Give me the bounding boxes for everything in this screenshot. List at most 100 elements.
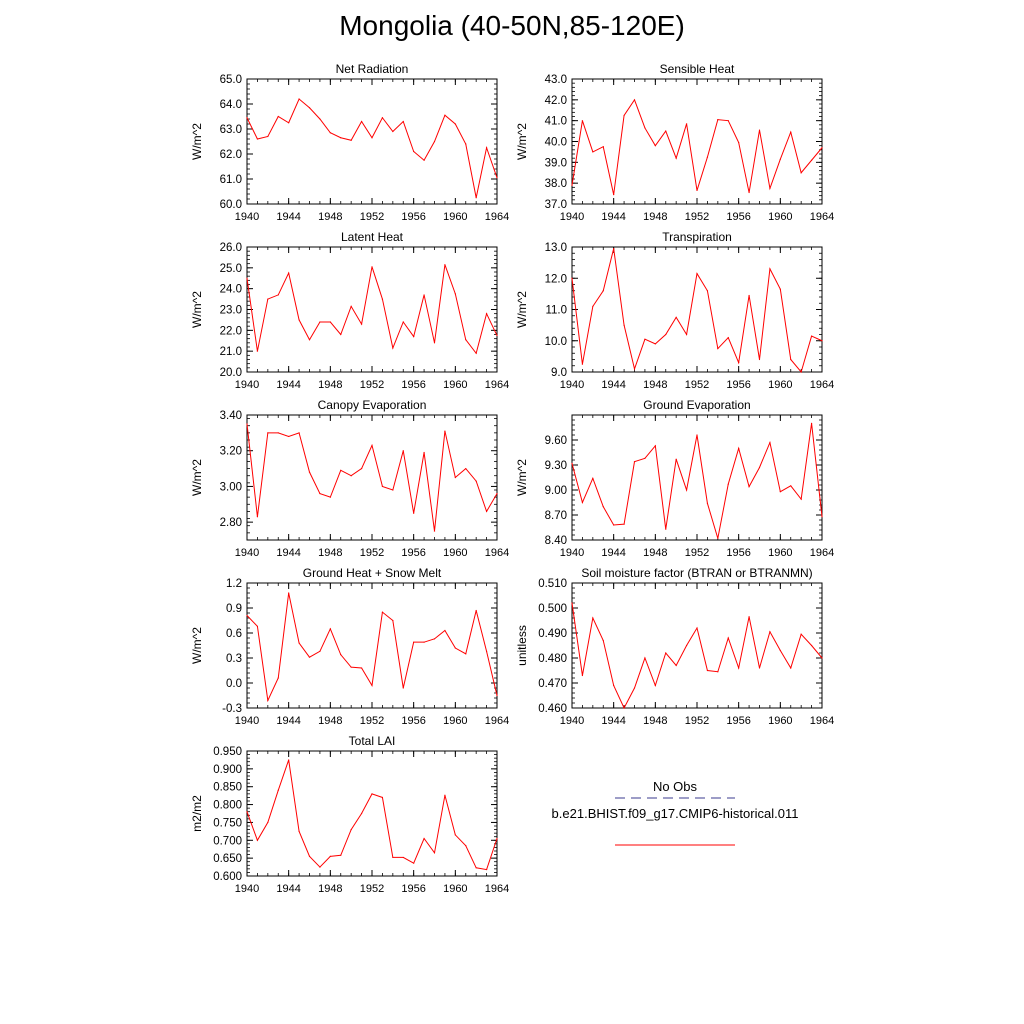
data-point (350, 475, 352, 477)
plot-frame (571, 78, 823, 205)
data-point (319, 321, 321, 323)
y-tick-label: 23.0 (220, 305, 242, 317)
y-tick-label: 3.00 (220, 481, 242, 493)
panel-9: 1940 1944 1948 1952 1956 1960 1964 0.600 0.650 0.… (190, 734, 509, 895)
x-tick-label: 1952 (685, 211, 709, 223)
x-tick-label: 1956 (726, 715, 750, 727)
data-point (623, 523, 625, 525)
data-point (267, 298, 269, 300)
data-point (581, 674, 584, 677)
data-point (623, 114, 625, 117)
data-point (790, 485, 792, 487)
y-tick-label: 0.700 (213, 835, 242, 847)
data-point (277, 677, 279, 679)
data-point (340, 854, 342, 856)
data-point (644, 657, 646, 659)
data-point (360, 812, 363, 815)
data-point (423, 451, 425, 454)
data-point (717, 119, 719, 121)
data-point (696, 434, 698, 436)
x-tick-label: 1944 (276, 883, 300, 895)
x-tick-label: 1956 (401, 715, 425, 727)
y-tick-label: 0.900 (213, 764, 242, 776)
data-point (717, 671, 719, 673)
data-point (696, 627, 698, 629)
x-tick-label: 1964 (810, 547, 834, 559)
y-tick-label: 0.850 (213, 782, 242, 794)
data-point (329, 321, 331, 323)
data-point (675, 664, 677, 667)
data-point (613, 194, 615, 196)
data-point (465, 339, 467, 341)
y-tick-label: 0.950 (213, 746, 242, 758)
data-point (246, 117, 248, 119)
data-point (465, 653, 467, 655)
data-point (485, 147, 488, 149)
data-point (350, 666, 352, 668)
data-point (496, 177, 498, 179)
y-tick-label: 0.460 (538, 703, 567, 715)
panel-title: Latent Heat (341, 230, 404, 244)
data-point (613, 524, 615, 526)
x-tick-label: 1956 (401, 379, 425, 391)
data-point (571, 184, 573, 186)
x-tick-label: 1944 (276, 211, 300, 223)
data-point (727, 120, 729, 122)
data-point (738, 141, 740, 144)
x-tick-label: 1952 (360, 883, 384, 895)
data-point (475, 480, 477, 482)
y-tick-label: 9.30 (545, 460, 567, 472)
data-point (654, 343, 656, 345)
data-point (329, 628, 331, 630)
x-tick-label: 1940 (560, 379, 584, 391)
data-point (496, 694, 498, 697)
series-line (246, 759, 498, 871)
data-point (475, 352, 477, 354)
y-tick-label: 61.0 (220, 174, 242, 186)
y-tick-label: 39.0 (545, 157, 567, 169)
data-point (433, 638, 436, 640)
data-point (602, 290, 604, 292)
x-tick-label: 1944 (601, 715, 625, 727)
y-tick-label: 38.0 (545, 178, 567, 190)
panel-3: 1940 1944 1948 1952 1956 1960 1964 20.0 21.0 22.0… (190, 230, 509, 391)
x-tick-label: 1940 (235, 883, 259, 895)
x-tick-label: 1948 (318, 715, 342, 727)
data-point (392, 347, 394, 349)
data-point (256, 516, 259, 518)
x-tick-label: 1964 (485, 547, 509, 559)
x-tick-label: 1940 (560, 211, 584, 223)
legend-obs-line (615, 797, 735, 799)
y-tick-label: 0.490 (538, 628, 567, 640)
data-point (633, 99, 636, 101)
x-tick-label: 1952 (685, 379, 709, 391)
data-point (277, 432, 279, 434)
data-point (381, 117, 384, 119)
data-point (423, 159, 425, 161)
data-point (790, 667, 792, 669)
panel-2: 1940 1944 1948 1952 1956 1960 1964 37.0 38.0 39.0… (515, 62, 834, 223)
x-tick-label: 1960 (768, 379, 792, 391)
y-tick-label: 3.40 (220, 410, 242, 422)
y-tick-label: 0.470 (538, 678, 567, 690)
data-point (821, 657, 823, 659)
data-point (602, 146, 604, 148)
y-tick-label: 9.60 (545, 435, 567, 447)
plot-frame (246, 414, 498, 541)
data-point (779, 491, 781, 493)
x-tick-label: 1948 (643, 547, 667, 559)
data-point (571, 277, 573, 279)
x-tick-label: 1964 (485, 211, 509, 223)
data-point (413, 512, 415, 514)
data-point (675, 316, 677, 318)
data-point (423, 837, 425, 840)
data-point (256, 839, 259, 841)
data-point (288, 592, 290, 594)
data-point (371, 684, 373, 687)
data-point (444, 264, 446, 266)
y-axis-label: unitless (515, 625, 529, 666)
data-point (581, 501, 584, 504)
plot-frame (246, 78, 498, 205)
x-tick-label: 1956 (726, 211, 750, 223)
